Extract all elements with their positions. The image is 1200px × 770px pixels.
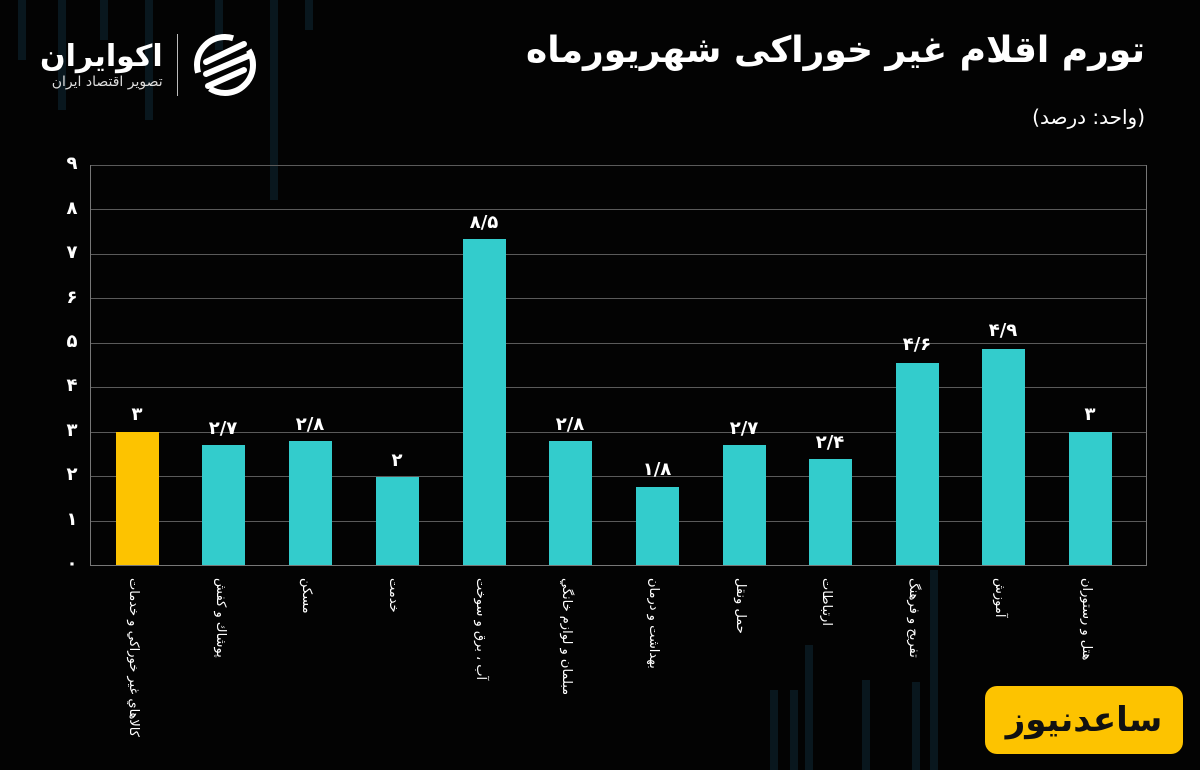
logo-tagline: تصویر اقتصاد ایران bbox=[51, 74, 163, 90]
category-label: حمل ونقل bbox=[733, 578, 748, 634]
plot-area bbox=[90, 165, 1147, 566]
chart-unit: (واحد: درصد) bbox=[1032, 105, 1145, 129]
watermark-badge: ساعدنیوز bbox=[985, 686, 1183, 754]
gridline bbox=[91, 209, 1146, 210]
logo-name: اکوایران bbox=[40, 39, 163, 74]
gridline bbox=[91, 476, 1146, 477]
value-label: ۳ bbox=[131, 404, 143, 425]
y-tick: ۱ bbox=[66, 509, 78, 530]
gridline bbox=[91, 165, 1146, 166]
value-label: ۳ bbox=[1084, 404, 1096, 425]
category-label: هتل و رستوران bbox=[1079, 578, 1094, 661]
bar bbox=[463, 239, 506, 565]
bar bbox=[723, 445, 766, 565]
y-tick: ۵ bbox=[66, 331, 78, 352]
category-label: آب ، برق و سوخت bbox=[473, 578, 488, 681]
bar bbox=[376, 477, 419, 565]
category-label: ارتباطات bbox=[819, 578, 834, 626]
bar bbox=[289, 441, 332, 565]
brand-logo: اکوایران تصویر اقتصاد ایران bbox=[40, 30, 258, 100]
bar bbox=[982, 349, 1025, 565]
value-label: ۲/۸ bbox=[295, 414, 325, 435]
bar bbox=[202, 445, 245, 565]
value-label: ۲/۷ bbox=[208, 418, 238, 439]
value-label: ۲ bbox=[391, 450, 403, 471]
value-label: ۲/۷ bbox=[729, 418, 759, 439]
category-label: کالاهاي غير خوراکي و خدمات bbox=[126, 578, 141, 737]
bar bbox=[1069, 432, 1112, 565]
value-label: ۱/۸ bbox=[642, 459, 672, 480]
category-label: بهداشت و درمان bbox=[646, 578, 661, 669]
category-label: آموزش bbox=[992, 578, 1007, 618]
y-tick: ۸ bbox=[66, 198, 78, 219]
category-label: خدمت bbox=[386, 578, 401, 613]
chart-title: تورم اقلام غیر خوراکی شهریورماه bbox=[525, 30, 1145, 71]
gridline bbox=[91, 387, 1146, 388]
y-tick: ۶ bbox=[66, 287, 78, 308]
gridline bbox=[91, 298, 1146, 299]
bar bbox=[896, 363, 939, 565]
category-label: تفريح و فرهنگ bbox=[906, 578, 921, 658]
category-label: پوشاك و كفش bbox=[213, 578, 228, 658]
y-tick: ۴ bbox=[66, 375, 78, 396]
value-label: ۴/۶ bbox=[902, 334, 932, 355]
value-label: ۸/۵ bbox=[469, 212, 499, 233]
bar bbox=[809, 459, 852, 565]
bar-total bbox=[116, 432, 159, 565]
y-tick: ۳ bbox=[66, 420, 78, 441]
value-label: ۲/۸ bbox=[555, 414, 585, 435]
gridline bbox=[91, 343, 1146, 344]
bar bbox=[549, 441, 592, 565]
y-tick: ۲ bbox=[66, 464, 78, 485]
gridline bbox=[91, 254, 1146, 255]
logo-divider bbox=[176, 34, 178, 96]
y-tick: ۹ bbox=[66, 153, 78, 174]
logo-swirl-icon bbox=[193, 34, 256, 96]
value-label: ۴/۹ bbox=[988, 320, 1018, 341]
y-tick: ۰ bbox=[66, 553, 78, 574]
gridline bbox=[91, 521, 1146, 522]
value-label: ۲/۴ bbox=[815, 432, 845, 453]
bar bbox=[636, 487, 679, 565]
category-label: مبلمان و لوازم خانگي bbox=[559, 578, 574, 696]
y-tick: ۷ bbox=[66, 242, 78, 263]
gridline bbox=[91, 432, 1146, 433]
category-label: مسكن bbox=[299, 578, 314, 614]
